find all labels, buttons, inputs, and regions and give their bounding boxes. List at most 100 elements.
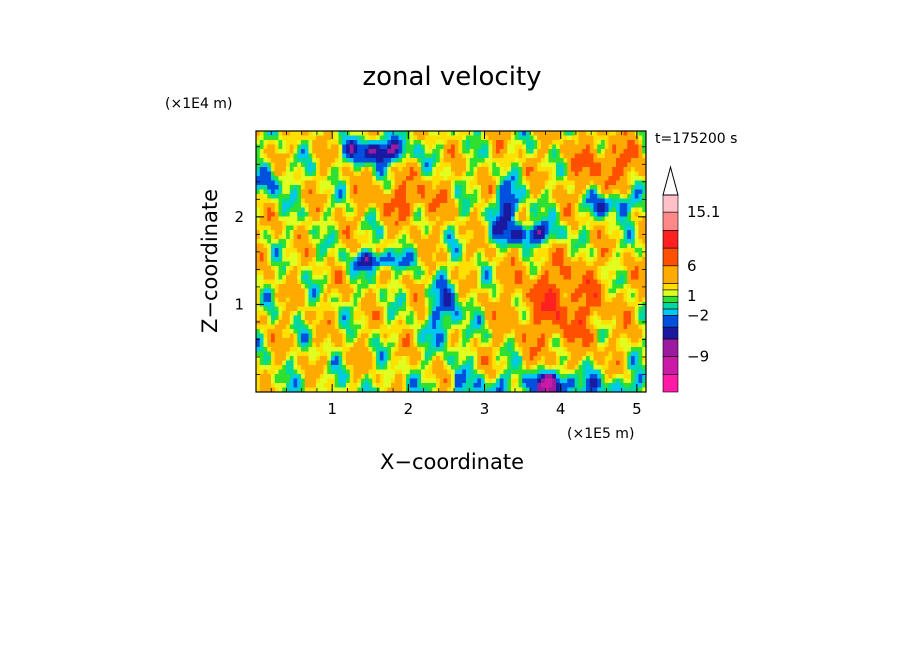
field-cell xyxy=(593,162,598,168)
field-cell xyxy=(578,153,583,159)
field-cell xyxy=(424,333,430,339)
field-cell xyxy=(578,135,583,141)
field-cell xyxy=(604,162,610,168)
field-cell xyxy=(368,306,373,312)
field-cell xyxy=(349,257,355,263)
field-cell xyxy=(387,333,392,339)
field-cell xyxy=(604,135,610,141)
field-cell xyxy=(511,342,516,348)
field-cell xyxy=(556,261,561,267)
field-cell xyxy=(642,203,646,209)
field-cell xyxy=(319,198,325,204)
chart-title: zonal velocity xyxy=(362,62,541,92)
field-cell xyxy=(589,297,595,303)
field-cell xyxy=(541,275,546,281)
field-cell xyxy=(439,221,445,227)
field-cell xyxy=(267,342,272,348)
field-cell xyxy=(413,144,418,150)
field-cell xyxy=(327,189,332,195)
field-cell xyxy=(619,198,625,204)
field-cell xyxy=(466,324,471,330)
field-cell xyxy=(387,162,392,168)
field-cell xyxy=(421,149,426,155)
field-cell xyxy=(469,189,475,195)
field-cell xyxy=(552,239,557,245)
field-cell xyxy=(256,270,261,276)
field-cell xyxy=(439,212,445,218)
field-cell xyxy=(349,320,355,326)
field-cell xyxy=(616,230,621,236)
field-cell xyxy=(259,212,265,218)
field-cell xyxy=(492,270,497,276)
field-cell xyxy=(278,266,283,272)
field-cell xyxy=(589,275,595,281)
field-cell xyxy=(484,158,490,164)
field-cell xyxy=(514,131,520,137)
field-cell xyxy=(312,338,317,344)
field-cell xyxy=(308,203,313,209)
field-cell xyxy=(586,261,591,267)
field-cell xyxy=(394,149,400,155)
field-cell xyxy=(387,302,392,308)
field-cell xyxy=(458,216,463,222)
field-cell xyxy=(436,275,441,281)
field-cell xyxy=(413,261,418,267)
field-cell xyxy=(458,158,463,164)
field-cell xyxy=(286,221,291,227)
field-cell xyxy=(432,257,437,263)
field-cell xyxy=(406,230,411,236)
field-cell xyxy=(484,216,490,222)
field-cell xyxy=(421,279,426,285)
field-cell xyxy=(432,311,437,317)
field-cell xyxy=(541,257,546,263)
field-cell xyxy=(496,266,501,272)
field-cell xyxy=(638,324,643,330)
field-cell xyxy=(402,230,407,236)
field-cell xyxy=(451,243,456,249)
field-cell xyxy=(316,131,321,137)
field-cell xyxy=(511,284,516,290)
field-cell xyxy=(447,297,452,303)
field-cell xyxy=(574,306,580,312)
field-cell xyxy=(473,162,478,168)
field-cell xyxy=(391,216,396,222)
field-cell xyxy=(289,338,295,344)
field-cell xyxy=(608,216,613,222)
field-cell xyxy=(462,230,467,236)
field-cell xyxy=(447,239,452,245)
field-cell xyxy=(634,311,640,317)
field-cell xyxy=(462,189,467,195)
field-cell xyxy=(608,248,613,254)
field-cell xyxy=(301,135,306,141)
field-cell xyxy=(503,162,508,168)
field-cell xyxy=(274,342,280,348)
field-cell xyxy=(364,171,370,177)
field-cell xyxy=(638,207,643,213)
field-cell xyxy=(454,194,460,200)
field-cell xyxy=(507,162,512,168)
field-cell xyxy=(503,185,508,191)
field-cell xyxy=(439,149,445,155)
field-cell xyxy=(473,153,478,159)
field-cell xyxy=(383,261,388,267)
field-cell xyxy=(619,212,625,218)
field-cell xyxy=(417,239,422,245)
field-cell xyxy=(428,203,433,209)
field-cell xyxy=(413,293,418,299)
field-cell xyxy=(368,293,373,299)
field-cell xyxy=(364,252,370,258)
field-cell xyxy=(361,284,366,290)
field-cell xyxy=(308,158,313,164)
field-cell xyxy=(514,261,520,267)
field-cell xyxy=(278,180,283,186)
field-cell xyxy=(409,207,415,213)
field-cell xyxy=(642,266,646,272)
field-cell xyxy=(263,176,268,182)
field-cell xyxy=(604,293,610,299)
field-cell xyxy=(357,162,362,168)
field-cell xyxy=(383,338,388,344)
field-cell xyxy=(544,306,550,312)
field-cell xyxy=(544,149,550,155)
field-cell xyxy=(458,234,463,240)
field-cell xyxy=(342,135,347,141)
